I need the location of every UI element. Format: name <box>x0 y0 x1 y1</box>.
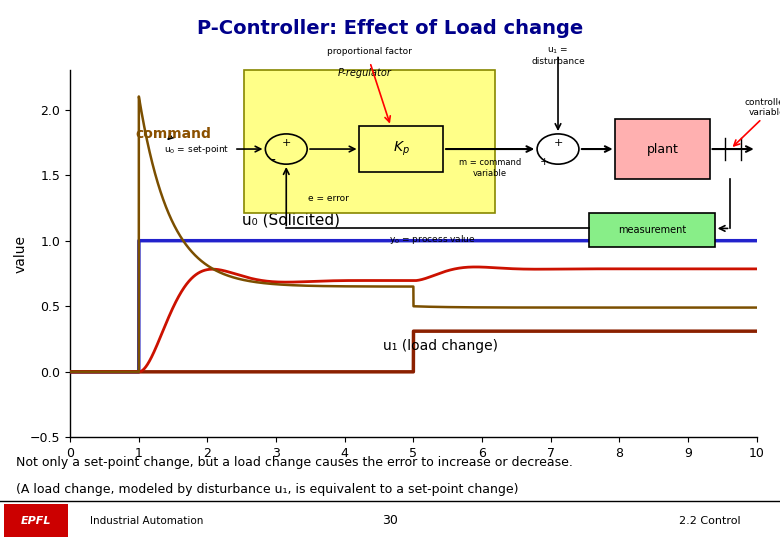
Text: +: + <box>541 157 550 167</box>
Y-axis label: value: value <box>13 235 27 273</box>
Text: controlled
variable: controlled variable <box>744 98 780 117</box>
Text: e = error: e = error <box>307 194 349 202</box>
Text: u$_1$ =
disturbance: u$_1$ = disturbance <box>531 45 585 66</box>
FancyBboxPatch shape <box>360 126 443 172</box>
Text: u₁ (load change): u₁ (load change) <box>382 339 498 353</box>
Text: P-Controller: Effect of Load change: P-Controller: Effect of Load change <box>197 19 583 38</box>
Text: +: + <box>282 138 291 149</box>
Text: EPFL: EPFL <box>20 516 51 525</box>
Text: Industrial Automation: Industrial Automation <box>90 516 203 525</box>
Text: command: command <box>136 127 211 141</box>
Text: y$_0$ = process value: y$_0$ = process value <box>389 233 476 246</box>
Text: -: - <box>271 153 275 167</box>
Text: plant: plant <box>647 143 679 156</box>
Text: (A load change, modeled by disturbance u₁, is equivalent to a set-point change): (A load change, modeled by disturbance u… <box>16 483 518 496</box>
Text: +: + <box>553 138 562 149</box>
FancyBboxPatch shape <box>590 213 714 247</box>
Text: $K_p$: $K_p$ <box>393 140 410 158</box>
Bar <box>4 504 68 537</box>
Text: proportional factor: proportional factor <box>328 47 413 56</box>
Text: 2.2 Control: 2.2 Control <box>679 516 740 525</box>
FancyBboxPatch shape <box>615 119 710 179</box>
Text: u$_0$ = set-point: u$_0$ = set-point <box>164 143 229 156</box>
Text: m = command
variable: m = command variable <box>459 158 521 178</box>
Text: Not only a set-point change, but a load change causes the error to increase or d: Not only a set-point change, but a load … <box>16 456 573 469</box>
Text: P-regulator: P-regulator <box>338 69 392 78</box>
Text: u₀ (Solicited): u₀ (Solicited) <box>242 213 340 228</box>
FancyBboxPatch shape <box>244 70 495 213</box>
Text: 30: 30 <box>382 514 398 527</box>
Text: measurement: measurement <box>618 225 686 235</box>
